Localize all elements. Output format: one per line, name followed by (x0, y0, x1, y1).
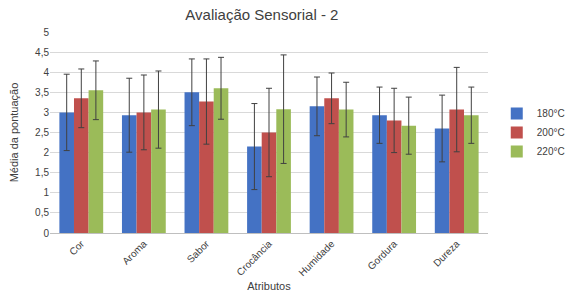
svg-text:0: 0 (43, 228, 49, 239)
svg-text:Crocância: Crocância (234, 238, 274, 278)
svg-text:5: 5 (43, 27, 49, 38)
svg-text:4,5: 4,5 (35, 47, 49, 58)
svg-text:2: 2 (43, 147, 49, 158)
svg-text:Avaliação Sensorial - 2: Avaliação Sensorial - 2 (185, 6, 338, 23)
svg-text:Aroma: Aroma (120, 238, 149, 267)
svg-text:Gordura: Gordura (365, 238, 399, 272)
svg-text:Humidade: Humidade (297, 238, 337, 278)
svg-text:Dureza: Dureza (431, 238, 462, 269)
svg-text:4: 4 (43, 67, 49, 78)
svg-text:Média da pontuação: Média da pontuação (8, 83, 20, 183)
svg-text:180°C: 180°C (537, 108, 565, 119)
svg-text:Atributos: Atributos (247, 280, 291, 292)
svg-text:0,5: 0,5 (35, 207, 49, 218)
svg-text:220°C: 220°C (537, 146, 565, 157)
svg-text:3: 3 (43, 107, 49, 118)
svg-text:1,5: 1,5 (35, 167, 49, 178)
svg-text:Sabor: Sabor (185, 238, 212, 265)
svg-text:1: 1 (43, 187, 49, 198)
svg-text:Cor: Cor (67, 238, 87, 258)
svg-text:3,5: 3,5 (35, 87, 49, 98)
svg-text:200°C: 200°C (537, 127, 565, 138)
svg-text:2,5: 2,5 (35, 127, 49, 138)
